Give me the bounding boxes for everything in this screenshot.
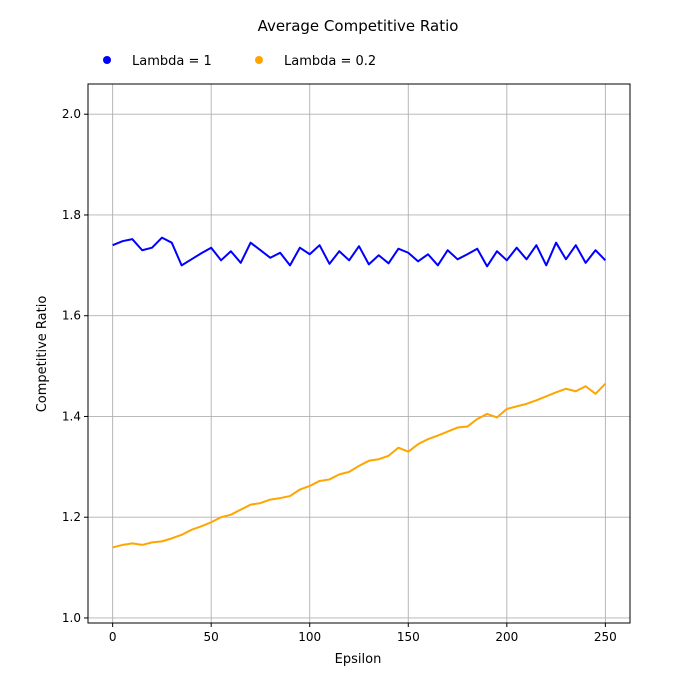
axis-ticks: 0 50 100 150 200 250 1.0 1.2 1.4 1.6 1.8 2.0 bbox=[62, 107, 617, 644]
x-tick-label: 100 bbox=[298, 630, 321, 644]
legend-marker-lambda-0-2 bbox=[255, 56, 263, 64]
y-tick-label: 1.4 bbox=[62, 409, 81, 423]
legend-label-lambda-1: Lambda = 1 bbox=[132, 54, 212, 69]
plot-frame bbox=[87, 83, 631, 624]
chart-title: Average Competitive Ratio bbox=[258, 17, 459, 35]
y-axis-label: Competitive Ratio bbox=[35, 296, 50, 413]
legend: Lambda = 1 Lambda = 0.2 bbox=[103, 54, 376, 69]
x-tick-label: 200 bbox=[495, 630, 518, 644]
y-tick-label: 1.6 bbox=[62, 309, 81, 323]
y-tick-label: 1.2 bbox=[62, 510, 81, 524]
grid bbox=[88, 84, 630, 623]
legend-marker-lambda-1 bbox=[103, 56, 111, 64]
legend-label-lambda-0-2: Lambda = 0.2 bbox=[284, 54, 376, 69]
series-line-lambda-1 bbox=[112, 236, 607, 268]
series-layer bbox=[112, 236, 607, 549]
x-tick-label: 150 bbox=[397, 630, 420, 644]
series-line-lambda-0-2 bbox=[112, 383, 607, 549]
x-tick-label: 250 bbox=[594, 630, 617, 644]
y-tick-label: 2.0 bbox=[62, 107, 81, 121]
y-tick-label: 1.0 bbox=[62, 611, 81, 625]
y-tick-label: 1.8 bbox=[62, 208, 81, 222]
x-axis-label: Epsilon bbox=[335, 652, 382, 667]
x-tick-label: 0 bbox=[109, 630, 117, 644]
x-tick-label: 50 bbox=[204, 630, 219, 644]
